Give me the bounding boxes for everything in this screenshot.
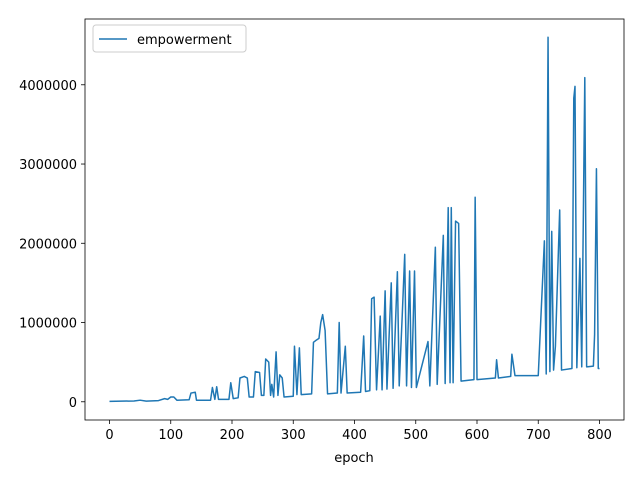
- y-tick-label: 0: [69, 396, 77, 411]
- series-line: [109, 36, 600, 403]
- x-tick-label: 0: [105, 428, 113, 443]
- x-tick-label: 200: [220, 428, 245, 443]
- legend-box: [92, 24, 247, 53]
- x-tick-label: 800: [587, 428, 612, 443]
- plot-frame: [84, 18, 625, 421]
- y-tick-label: 1000000: [19, 317, 77, 332]
- x-axis-label: epoch: [334, 451, 374, 466]
- x-tick-label: 300: [281, 428, 306, 443]
- y-tick-label: 4000000: [19, 79, 77, 94]
- x-tick-label: 700: [526, 428, 551, 443]
- legend-label: empowerment: [137, 33, 232, 48]
- x-tick-label: 400: [342, 428, 367, 443]
- x-tick-label: 100: [158, 428, 183, 443]
- y-tick-label: 2000000: [19, 237, 77, 252]
- y-tick-label: 3000000: [19, 158, 77, 173]
- x-tick-label: 500: [403, 428, 428, 443]
- x-tick-label: 600: [465, 428, 490, 443]
